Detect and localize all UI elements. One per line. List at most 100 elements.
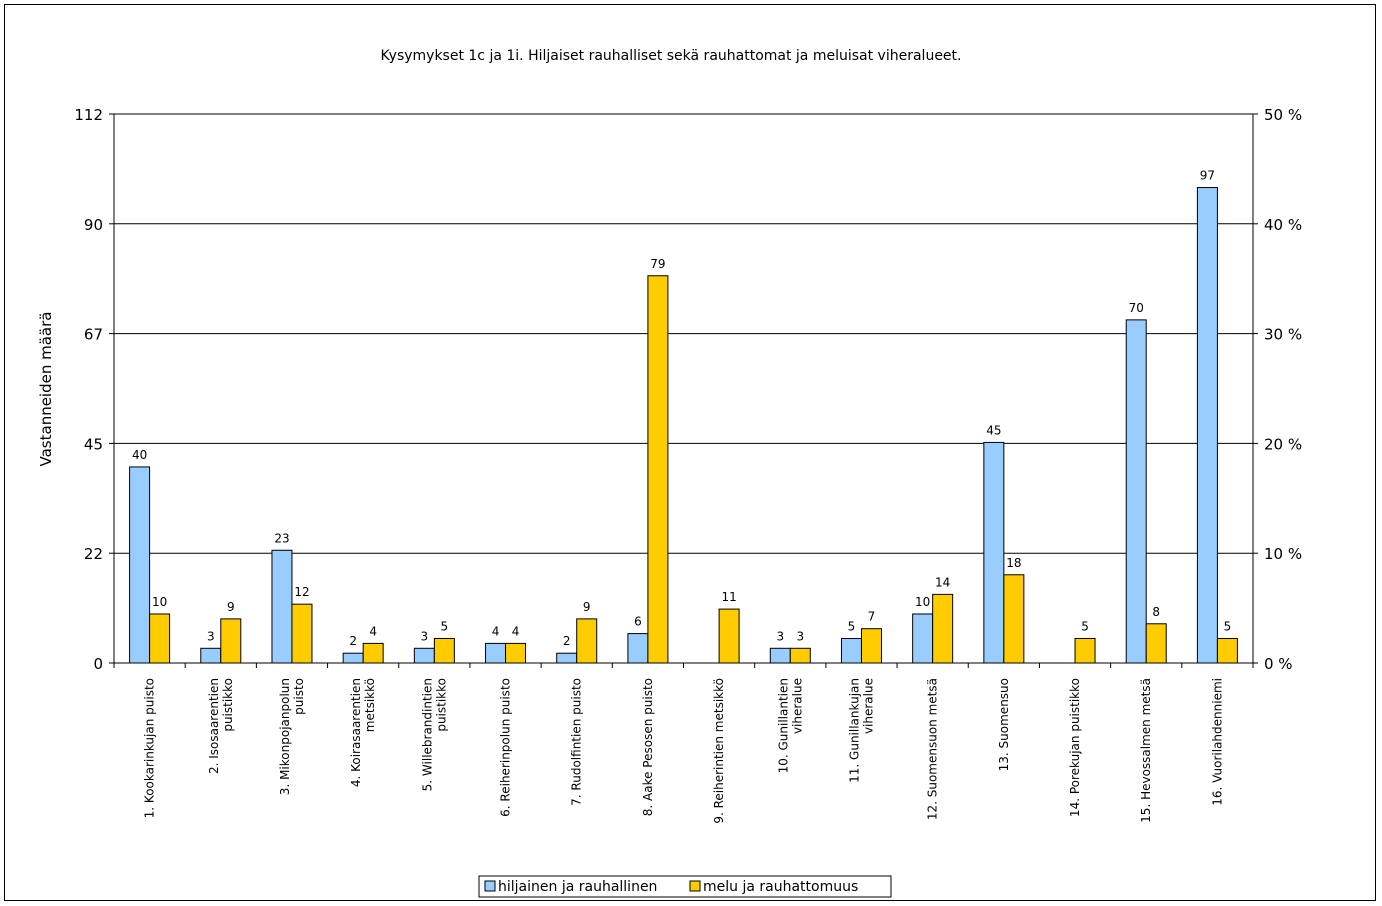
svg-text:1. Kookarinkujan puisto: 1. Kookarinkujan puisto <box>143 678 157 818</box>
bar-value-label: 4 <box>512 624 520 638</box>
bar-value-label: 45 <box>986 423 1001 437</box>
bar-series-1 <box>1125 319 1147 664</box>
svg-text:16. Vuorilahdenniemi: 16. Vuorilahdenniemi <box>1210 678 1224 806</box>
bar-value-label: 3 <box>421 629 429 643</box>
bar-value-label: 9 <box>583 600 591 614</box>
bar-series-2 <box>576 618 598 664</box>
y2-tick-label: 50 % <box>1264 106 1302 124</box>
x-tick-label: 13. Suomensuo <box>997 678 1011 771</box>
bar-value-label: 3 <box>796 629 804 643</box>
bar-value-label: 5 <box>1081 619 1089 633</box>
bar-value-label: 10 <box>152 595 167 609</box>
svg-text:7. Rudolfintien puisto: 7. Rudolfintien puisto <box>570 678 584 806</box>
x-tick-label: 8. Aake Pesosen puisto <box>641 678 655 816</box>
x-tick-label: 3. Mikonpojanpolunpuisto <box>278 678 306 795</box>
legend-label-series-2: melu ja rauhattomuus <box>703 879 858 895</box>
bar-value-label: 4 <box>369 624 377 638</box>
y2-tick-label: 30 % <box>1264 326 1302 344</box>
bar-series-1 <box>912 613 934 664</box>
x-tick-label: 11. Gunillankujanviheralue <box>847 678 875 783</box>
gridlines <box>114 113 1253 554</box>
bar-value-label: 3 <box>776 629 784 643</box>
bar-value-label: 4 <box>492 624 500 638</box>
bars <box>129 187 1238 664</box>
legend: hiljainen ja rauhallinen melu ja rauhatt… <box>478 875 892 898</box>
svg-text:2. Isosaarentienpuistikko: 2. Isosaarentienpuistikko <box>207 678 235 774</box>
bar-series-2 <box>1003 574 1025 664</box>
y-tick-label: 112 <box>74 106 103 124</box>
bar-series-1 <box>200 647 222 664</box>
x-tick-label: 5. Willebrandintienpuistikko <box>420 678 448 791</box>
svg-text:5. Willebrandintienpuistikko: 5. Willebrandintienpuistikko <box>420 678 448 791</box>
bar-value-label: 5 <box>1224 619 1232 633</box>
bar-series-2 <box>1216 637 1238 664</box>
bar-value-label: 40 <box>132 448 147 462</box>
bar-series-2 <box>220 618 242 664</box>
x-tick-label: 12. Suomensuon metsä <box>926 678 940 820</box>
bar-value-label: 18 <box>1006 556 1021 570</box>
svg-text:12. Suomensuon metsä: 12. Suomensuon metsä <box>926 678 940 820</box>
svg-text:4. Koirasaarentienmetsikkö: 4. Koirasaarentienmetsikkö <box>349 678 377 787</box>
bar-series-2 <box>291 603 313 664</box>
bar-series-1 <box>129 466 151 664</box>
y2-tick-label: 40 % <box>1264 216 1302 234</box>
y2-tick-label: 10 % <box>1264 545 1302 563</box>
x-tick-label: 15. Hevossalmen metsä <box>1139 678 1153 823</box>
bar-series-2 <box>932 593 954 664</box>
x-tick-label: 1. Kookarinkujan puisto <box>143 678 157 818</box>
secondary-y-axis-ticks: 0 % 10 % 20 % 30 % 40 % 50 % <box>1264 106 1302 673</box>
x-axis-category-labels: 1. Kookarinkujan puisto 2. Isosaarentienp… <box>143 678 1225 824</box>
bar-value-label: 97 <box>1200 169 1215 183</box>
bar-series-1 <box>413 647 435 664</box>
bar-series-2 <box>718 608 740 664</box>
legend-swatch-series-2 <box>689 880 701 892</box>
bar-value-label: 5 <box>441 619 449 633</box>
y-tick-label: 45 <box>84 435 103 453</box>
x-tick-label: 4. Koirasaarentienmetsikkö <box>349 678 377 787</box>
x-tick-label: 10. Gunillantienviheralue <box>776 678 804 773</box>
bar-series-1 <box>342 652 364 664</box>
x-tick-label: 6. Reiherinpolun puisto <box>499 678 513 817</box>
bar-series-2 <box>860 628 882 664</box>
bar-series-2 <box>647 275 669 664</box>
bar-value-label: 70 <box>1129 301 1144 315</box>
bar-series-1 <box>1196 187 1218 664</box>
svg-text:3. Mikonpojanpolunpuisto: 3. Mikonpojanpolunpuisto <box>278 678 306 795</box>
bar-value-label: 10 <box>915 595 930 609</box>
bar-series-1 <box>556 652 578 664</box>
bar-value-label: 79 <box>650 257 665 271</box>
bar-value-label: 8 <box>1152 605 1160 619</box>
bar-series-1 <box>983 441 1005 664</box>
y-tick-label: 90 <box>84 216 103 234</box>
axes <box>109 113 1258 668</box>
x-tick-label: 16. Vuorilahdenniemi <box>1210 678 1224 806</box>
bar-value-label: 3 <box>207 629 215 643</box>
svg-text:13. Suomensuo: 13. Suomensuo <box>997 678 1011 771</box>
svg-text:15. Hevossalmen metsä: 15. Hevossalmen metsä <box>1139 678 1153 823</box>
bar-value-label: 7 <box>868 610 876 624</box>
svg-text:14. Porekujan puistikko: 14. Porekujan puistikko <box>1068 678 1082 817</box>
bar-value-label: 5 <box>848 619 856 633</box>
x-tick-label: 9. Reiherintien metsikkö <box>712 678 726 824</box>
bar-series-2 <box>149 613 171 664</box>
x-tick-label: 7. Rudolfintien puisto <box>570 678 584 806</box>
y-axis-label: Vastanneiden määrä <box>37 312 55 467</box>
bar-value-label: 9 <box>227 600 235 614</box>
bar-series-2 <box>362 642 384 664</box>
legend-box <box>478 875 892 898</box>
chart-frame <box>4 4 1376 901</box>
bar-value-label: 12 <box>294 585 309 599</box>
bar-series-2 <box>789 647 811 664</box>
y2-tick-label: 20 % <box>1264 435 1302 453</box>
y-tick-label: 0 <box>93 655 103 673</box>
bar-series-2 <box>1074 637 1096 664</box>
x-tick-label: 2. Isosaarentienpuistikko <box>207 678 235 774</box>
bar-value-label: 2 <box>349 634 357 648</box>
y-tick-label: 22 <box>84 545 103 563</box>
bar-series-1 <box>840 637 862 664</box>
bar-value-label: 6 <box>634 615 642 629</box>
y-tick-label: 67 <box>84 326 103 344</box>
bar-series-1 <box>627 633 649 664</box>
